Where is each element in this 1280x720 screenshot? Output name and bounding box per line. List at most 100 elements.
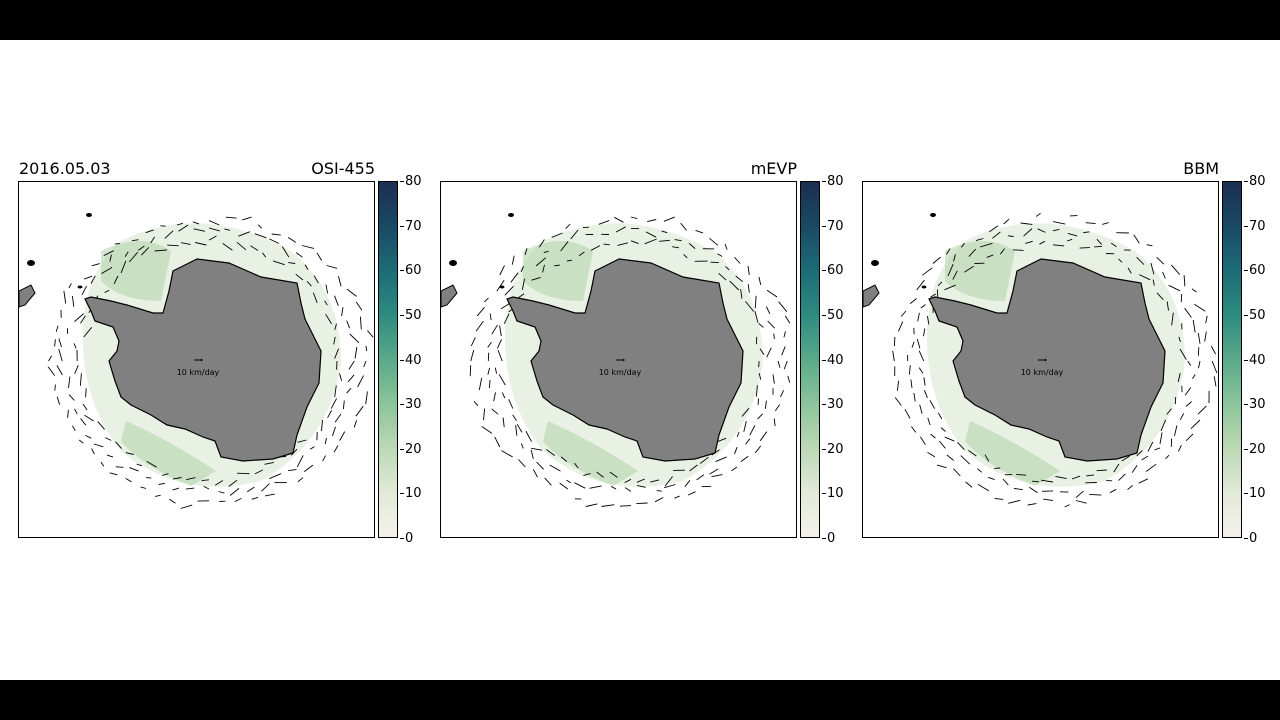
colorbar-tick: 40 <box>1244 352 1266 368</box>
drift-arrow <box>91 448 95 455</box>
drift-arrow <box>316 252 323 261</box>
colorbar-tick: 60 <box>1244 263 1266 279</box>
drift-arrow <box>1205 315 1208 324</box>
drift-arrow <box>1109 488 1117 494</box>
drift-arrow <box>104 289 110 293</box>
drift-arrow <box>725 266 730 271</box>
colorbar-tick: 80 <box>400 174 422 189</box>
drift-arrow <box>1179 413 1185 421</box>
sea-ice-high-concentration <box>523 241 593 301</box>
drift-arrow <box>1055 475 1067 480</box>
drift-arrow <box>944 436 955 442</box>
drift-arrow <box>265 493 275 497</box>
drift-arrow <box>918 367 924 374</box>
drift-arrow <box>481 426 493 434</box>
drift-arrow <box>745 438 751 445</box>
island <box>930 213 936 217</box>
drift-arrow <box>1007 235 1014 237</box>
drift-arrow <box>272 260 285 266</box>
drift-arrow <box>999 248 1005 255</box>
drift-arrow <box>923 377 926 386</box>
drift-arrow <box>333 336 336 345</box>
drift-arrow <box>103 250 114 257</box>
drift-arrow <box>238 231 251 237</box>
drift-arrow <box>326 265 338 269</box>
drift-arrow <box>101 267 113 274</box>
sea-ice-high-concentration <box>101 241 171 301</box>
drift-arrow <box>84 414 94 422</box>
drift-arrow <box>324 300 328 306</box>
drift-arrow <box>1071 475 1081 480</box>
drift-arrow <box>154 249 168 252</box>
drift-arrow <box>146 461 157 468</box>
drift-arrow <box>339 373 343 381</box>
drift-arrow <box>908 365 911 375</box>
drift-arrow <box>1179 348 1187 360</box>
drift-arrow <box>542 264 545 273</box>
drift-arrow <box>1075 500 1087 504</box>
reference-arrow-label: 10 km/day <box>177 368 220 377</box>
drift-arrow <box>48 355 53 362</box>
drift-arrow <box>1025 240 1033 244</box>
drift-arrow <box>953 254 956 262</box>
drift-arrow <box>1012 249 1024 251</box>
drift-arrow <box>758 277 762 285</box>
drift-arrow <box>893 336 896 347</box>
drift-arrow <box>904 409 911 419</box>
drift-arrow <box>745 301 755 312</box>
drift-arrow <box>688 243 696 249</box>
drift-arrow <box>589 485 602 489</box>
drift-arrow <box>520 443 524 449</box>
drift-arrow <box>114 243 120 245</box>
drift-arrow <box>916 338 921 349</box>
drift-arrow <box>150 236 155 244</box>
colorbar-tick: 10 <box>1244 486 1266 502</box>
drift-arrow <box>1171 312 1174 326</box>
drift-arrow <box>961 242 965 248</box>
drift-arrow <box>1127 267 1132 274</box>
drift-arrow <box>225 216 237 219</box>
drift-arrow <box>325 313 332 325</box>
drift-arrow <box>946 454 954 461</box>
drift-arrow <box>988 476 995 481</box>
drift-arrow <box>1152 279 1155 286</box>
drift-arrow <box>918 350 925 362</box>
drift-arrow <box>532 469 538 478</box>
drift-arrow <box>1204 331 1207 342</box>
drift-arrow <box>346 387 352 394</box>
drift-arrow <box>208 235 217 241</box>
map-svg: 10 km/day <box>441 213 791 507</box>
drift-arrow <box>1174 425 1178 437</box>
colorbar-tick: 0 <box>1243 531 1258 546</box>
drift-arrow <box>992 231 1001 239</box>
drift-arrow <box>131 239 139 242</box>
drift-arrow <box>765 306 771 314</box>
drift-arrow <box>525 430 532 442</box>
drift-arrow <box>566 259 573 262</box>
drift-arrow <box>952 270 958 280</box>
drift-arrow <box>254 233 267 239</box>
drift-arrow <box>747 284 750 293</box>
drift-arrow <box>570 229 579 240</box>
drift-arrow <box>897 321 904 332</box>
drift-arrow <box>743 420 747 432</box>
drift-arrow <box>78 439 84 444</box>
drift-arrow <box>185 487 195 490</box>
drift-arrow <box>155 494 161 497</box>
drift-arrow <box>759 348 765 356</box>
drift-arrow <box>754 445 762 454</box>
drift-arrow <box>1166 301 1169 311</box>
drift-arrow <box>892 350 895 362</box>
drift-arrow <box>585 503 598 507</box>
drift-arrow <box>578 251 585 257</box>
drift-arrow <box>347 374 355 383</box>
drift-arrow <box>940 427 946 432</box>
drift-arrow <box>1191 288 1197 293</box>
drift-arrow <box>508 399 514 409</box>
drift-arrow <box>257 224 263 229</box>
drift-arrow <box>729 280 740 291</box>
drift-arrow <box>145 229 154 234</box>
drift-arrow <box>501 392 506 399</box>
colorbar-tick: 60 <box>400 263 422 279</box>
south-america-tip <box>19 284 36 308</box>
